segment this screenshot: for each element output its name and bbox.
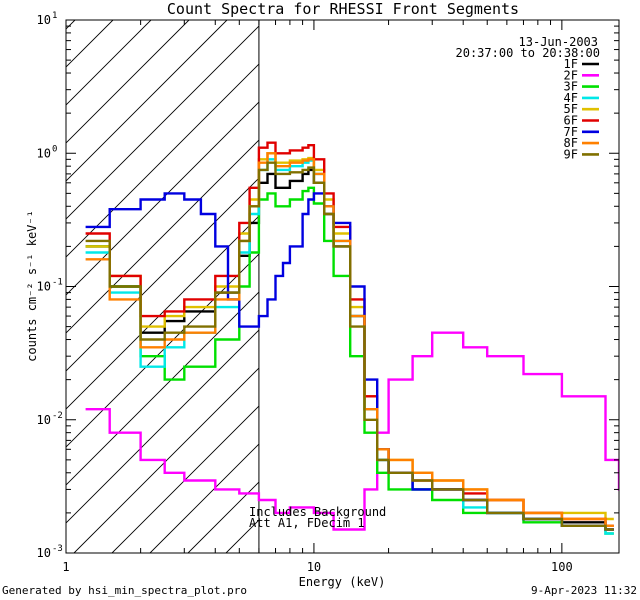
hatch-line <box>66 329 259 524</box>
series-line-9F <box>85 161 614 531</box>
hatch-line <box>66 63 259 258</box>
y-tick-label: 10 <box>37 546 51 560</box>
time-range-label: 20:37:00 to 20:38:00 <box>456 46 601 60</box>
hatch-line <box>73 367 259 553</box>
legend-label-8F: 8F <box>564 136 578 150</box>
footer-timestamp: 9-Apr-2023 11:32 <box>531 584 637 597</box>
hatch-line <box>149 443 259 553</box>
y-tick-exponent: -1 <box>52 278 63 288</box>
legend-label-9F: 9F <box>564 147 578 161</box>
date-label: 13-Jun-2003 <box>519 35 598 49</box>
y-tick-exponent: -2 <box>52 411 63 421</box>
legend-label-4F: 4F <box>564 91 578 105</box>
y-tick-exponent: 0 <box>52 144 57 154</box>
x-axis-label: Energy (keV) <box>299 575 386 589</box>
x-tick-label: 10 <box>307 560 321 574</box>
hatch-line <box>111 405 259 553</box>
legend-label-6F: 6F <box>564 114 578 128</box>
hatch-line <box>66 25 259 220</box>
series-line-2F <box>85 331 619 531</box>
legend-label-7F: 7F <box>564 125 578 139</box>
hatch-line <box>66 291 259 486</box>
y-tick-exponent: -3 <box>52 544 63 554</box>
hatch-line <box>66 177 259 372</box>
y-tick-label: 10 <box>37 146 51 160</box>
x-tick-label: 1 <box>62 560 69 574</box>
y-tick-label: 10 <box>37 280 51 294</box>
y-tick-exponent: 1 <box>52 11 57 21</box>
x-tick-label: 100 <box>551 560 573 574</box>
y-tick-label: 10 <box>37 13 51 27</box>
chart-title: Count Spectra for RHESSI Front Segments <box>167 0 519 18</box>
hatch-line <box>66 20 190 144</box>
legend-label-1F: 1F <box>564 57 578 71</box>
y-axis-label: counts cm⁻² s⁻¹ keV⁻¹ <box>25 210 39 362</box>
hatch-line <box>66 215 259 410</box>
legend-label-3F: 3F <box>564 80 578 94</box>
legend-label-2F: 2F <box>564 68 578 82</box>
footer-generated-by: Generated by hsi_min_spectra_plot.pro <box>2 584 247 597</box>
y-tick-label: 10 <box>37 413 51 427</box>
annotation-line-1: Includes Background <box>249 505 386 519</box>
annotation-line-2: Att A1, FDecim 1 <box>249 516 365 530</box>
legend-label-5F: 5F <box>564 102 578 116</box>
hatch-line <box>66 20 228 182</box>
